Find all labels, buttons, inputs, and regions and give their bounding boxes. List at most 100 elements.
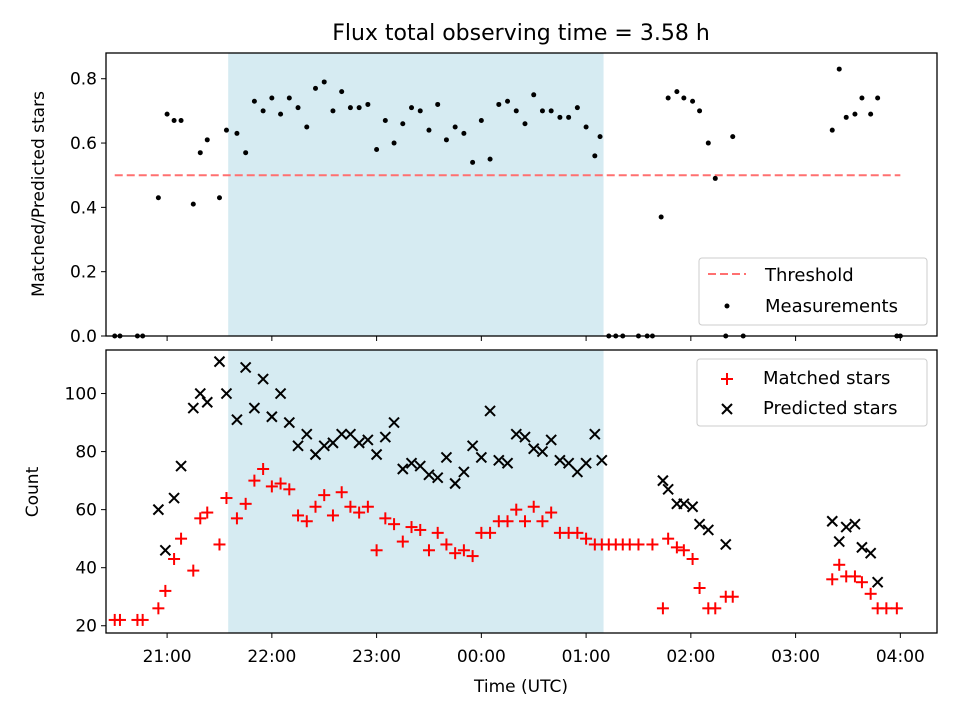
measurement-point: [204, 137, 210, 143]
top-y-tick-label: 0.8: [70, 70, 97, 90]
bottom-plot-frame: [105, 349, 938, 634]
measurement-point: [321, 79, 327, 85]
matched-star-point: [344, 500, 357, 513]
measurement-point: [234, 130, 240, 136]
matched-star-point: [457, 544, 470, 557]
predicted-star-point: [292, 440, 304, 452]
legend-measurement-swatch: [724, 303, 730, 309]
predicted-star-point: [344, 428, 357, 440]
predicted-star-point: [833, 535, 845, 548]
bottom-y-tick-label: 100: [65, 385, 97, 405]
measurement-point: [859, 95, 865, 101]
top-legend-box: [698, 257, 928, 326]
matched-star-point: [318, 489, 331, 502]
measurement-point: [592, 153, 598, 159]
matched-star-point: [726, 590, 739, 603]
matched-star-point: [405, 521, 418, 534]
measurement-point: [470, 159, 476, 165]
matched-star-point: [230, 512, 243, 525]
predicted-star-point: [239, 361, 252, 374]
matched-star-point: [510, 503, 523, 516]
matched-star-point: [388, 518, 401, 531]
matched-star-point: [187, 564, 200, 577]
predicted-star-point: [405, 457, 418, 469]
legend-predicted-label: Predicted stars: [763, 398, 897, 419]
matched-star-point: [379, 512, 392, 525]
predicted-star-point: [662, 483, 674, 496]
measurement-point: [836, 66, 842, 72]
predicted-star-point: [431, 472, 444, 484]
predicted-star-point: [318, 440, 330, 452]
legend-measurement-label: Measurements: [765, 296, 898, 317]
predicted-star-point: [571, 466, 584, 478]
matched-star-point: [545, 506, 558, 519]
measurement-point: [548, 108, 554, 114]
predicted-star-point: [309, 448, 322, 461]
measurement-point: [522, 121, 528, 127]
matched-star-point: [309, 500, 322, 513]
bottom-legend: Matched stars Predicted stars: [696, 358, 928, 427]
count-points: [108, 355, 903, 626]
measurement-point: [304, 124, 310, 130]
predicted-star-point: [856, 541, 868, 554]
measurement-point: [417, 108, 423, 114]
matched-star-point: [396, 535, 409, 548]
predicted-star-point: [152, 503, 165, 516]
matched-star-point: [484, 526, 497, 539]
predicted-star-point: [484, 405, 496, 417]
predicted-star-point: [335, 428, 348, 440]
predicted-star-point: [864, 547, 877, 559]
matched-star-point: [353, 506, 366, 519]
measurement-point: [426, 127, 432, 133]
matched-star-point: [848, 570, 861, 583]
predicted-star-point: [397, 463, 409, 475]
chart-title: Flux total observing time = 3.58 h: [332, 21, 710, 46]
measurement-point: [216, 195, 222, 201]
measurement-point: [286, 95, 292, 101]
measurement-point: [223, 127, 229, 133]
measurement-points: [112, 66, 903, 339]
measurement-point: [597, 134, 603, 140]
predicted-star-point: [379, 431, 392, 443]
predicted-star-point: [440, 451, 453, 464]
predicted-star-point: [423, 469, 435, 481]
x-tick-label: 03:00: [771, 647, 820, 667]
top-y-tick-label: 0.6: [70, 134, 97, 154]
predicted-star-point: [510, 428, 522, 440]
measurement-point: [829, 127, 835, 133]
matched-star-point: [466, 550, 479, 563]
x-tick-label: 02:00: [666, 647, 715, 667]
matched-star-point: [152, 602, 165, 615]
measurement-point: [409, 105, 415, 111]
bottom-legend-box: [696, 358, 928, 427]
matched-star-point: [194, 512, 207, 525]
matched-star-point: [283, 483, 296, 496]
predicted-star-point: [693, 518, 706, 530]
top-y-axis: 0.0 0.2 0.4 0.6 0.8: [70, 70, 106, 347]
top-plot-frame: [105, 52, 938, 337]
predicted-star-point: [702, 524, 715, 536]
predicted-star-point: [519, 431, 531, 443]
matched-star-point: [501, 515, 514, 528]
matched-star-point: [527, 500, 540, 513]
matched-star-point: [136, 613, 149, 626]
matched-star-point: [693, 582, 706, 595]
matched-star-point: [855, 576, 868, 589]
measurement-point: [461, 130, 467, 136]
bottom-y-axis: 20 40 60 80 100: [65, 385, 106, 637]
measurement-point: [443, 137, 449, 143]
predicted-star-point: [213, 355, 226, 368]
measurement-point: [730, 134, 736, 140]
x-tick-label: 23:00: [352, 647, 401, 667]
matched-star-point: [370, 544, 383, 557]
measurement-point: [557, 114, 563, 120]
predicted-star-point: [840, 521, 852, 533]
top-legend: Threshold Measurements: [698, 257, 928, 326]
measurement-point: [539, 108, 545, 114]
legend-matched-swatch: [721, 373, 733, 385]
matched-star-point: [826, 573, 839, 586]
matched-star-point: [656, 602, 669, 615]
predicted-star-point: [370, 448, 383, 461]
matched-star-point: [292, 509, 305, 522]
measurement-point: [868, 111, 874, 117]
